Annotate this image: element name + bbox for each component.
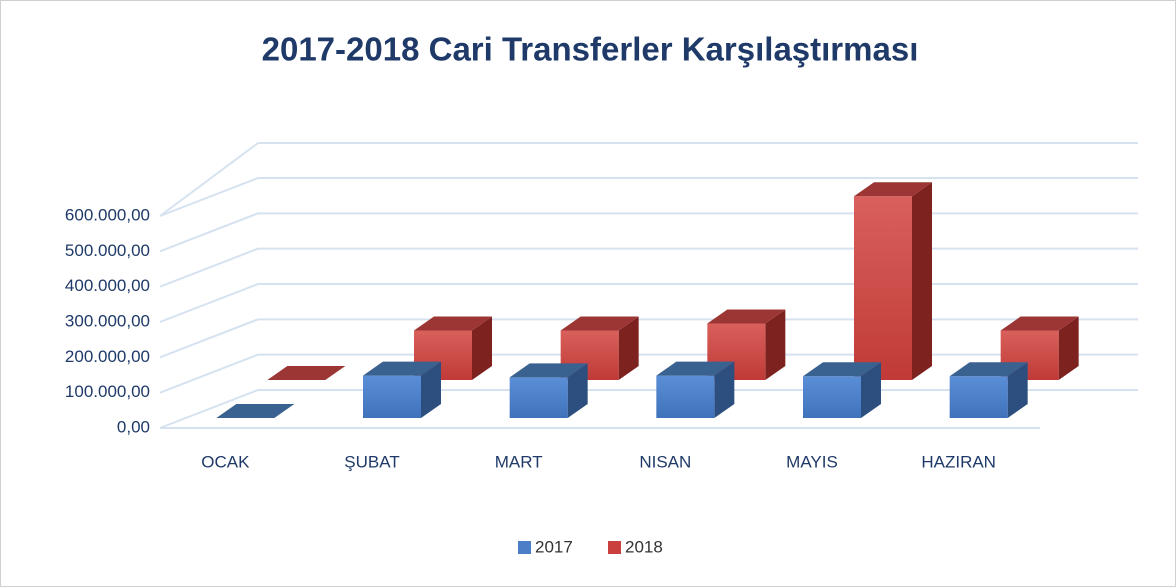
bar-top [267, 366, 346, 380]
bar [363, 361, 441, 418]
bar-top [560, 316, 639, 331]
bar-front [509, 377, 568, 418]
x-tick-label: MART [495, 452, 543, 471]
bar [656, 361, 735, 418]
bar [267, 366, 346, 380]
legend-label: 2017 [535, 537, 573, 556]
legend-swatch [518, 541, 531, 554]
legend-label: 2018 [625, 537, 663, 556]
bar-top [707, 309, 786, 324]
bar-top [1000, 316, 1079, 331]
bar [949, 362, 1028, 418]
bar-side [714, 361, 735, 418]
bar-front [854, 196, 912, 380]
grid-line [159, 318, 1138, 359]
y-tick-label: 200.000,00 [65, 347, 150, 366]
bar-side [1007, 362, 1028, 418]
wall-edge [159, 142, 259, 217]
legend-swatch [608, 541, 621, 554]
y-tick-label: 300.000,00 [65, 311, 150, 330]
bar-side [421, 361, 441, 418]
y-tick-label: 100.000,00 [65, 382, 150, 401]
bar-top [803, 362, 881, 377]
bar [854, 182, 932, 380]
bar-front [949, 376, 1008, 418]
bar-side [861, 362, 881, 418]
y-tick-label: 500.000,00 [65, 241, 150, 260]
bar-front [656, 375, 715, 418]
bar-top [216, 404, 295, 418]
y-tick-label: 400.000,00 [65, 276, 150, 295]
bar-front [803, 376, 861, 418]
y-tick-label: 0,00 [117, 417, 150, 436]
bar-side [567, 363, 588, 418]
bar-top [509, 363, 588, 378]
bar [803, 362, 881, 418]
chart-title: 2017-2018 Cari Transferler Karşılaştırma… [262, 31, 919, 68]
bar-top [656, 361, 735, 376]
bar-side [912, 182, 932, 380]
grid-line [159, 353, 1138, 394]
x-tick-label: HAZIRAN [921, 452, 996, 471]
bar-top [949, 362, 1028, 377]
bar [216, 404, 295, 418]
bar-front [363, 375, 421, 418]
bar-top [414, 316, 492, 331]
x-tick-label: NISAN [639, 452, 691, 471]
bar-top [363, 361, 441, 376]
x-tick-label: MAYIS [786, 452, 838, 471]
x-tick-label: ŞUBAT [344, 452, 399, 471]
grid-line [159, 247, 1138, 288]
grid-line [159, 212, 1138, 253]
grid-line [159, 283, 1138, 323]
x-tick-label: OCAK [201, 452, 250, 471]
bar-side [1058, 316, 1079, 380]
y-tick-label: 600.000,00 [65, 205, 150, 224]
grid-line [159, 177, 1138, 217]
bar-side [765, 309, 786, 380]
bar-top [854, 182, 932, 197]
bar-side [618, 316, 639, 380]
bar [509, 363, 588, 418]
bar-side [472, 316, 492, 380]
